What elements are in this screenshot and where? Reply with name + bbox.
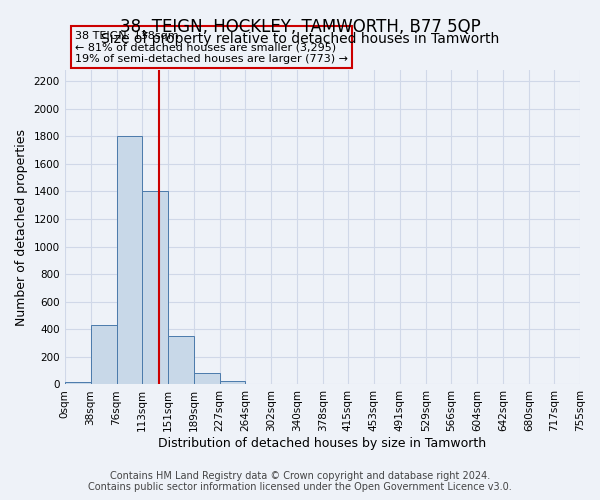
X-axis label: Distribution of detached houses by size in Tamworth: Distribution of detached houses by size …: [158, 437, 487, 450]
Text: Size of property relative to detached houses in Tamworth: Size of property relative to detached ho…: [101, 32, 499, 46]
Text: 38, TEIGN, HOCKLEY, TAMWORTH, B77 5QP: 38, TEIGN, HOCKLEY, TAMWORTH, B77 5QP: [119, 18, 481, 36]
Bar: [116, 136, 142, 384]
Bar: [168, 336, 194, 384]
Bar: [65, 382, 91, 384]
Bar: [142, 192, 168, 384]
Text: Contains HM Land Registry data © Crown copyright and database right 2024.
Contai: Contains HM Land Registry data © Crown c…: [88, 471, 512, 492]
Bar: [220, 381, 245, 384]
Bar: [194, 374, 220, 384]
Bar: [91, 325, 116, 384]
Y-axis label: Number of detached properties: Number of detached properties: [15, 128, 28, 326]
Text: 38 TEIGN: 138sqm
← 81% of detached houses are smaller (3,295)
19% of semi-detach: 38 TEIGN: 138sqm ← 81% of detached house…: [75, 30, 348, 64]
